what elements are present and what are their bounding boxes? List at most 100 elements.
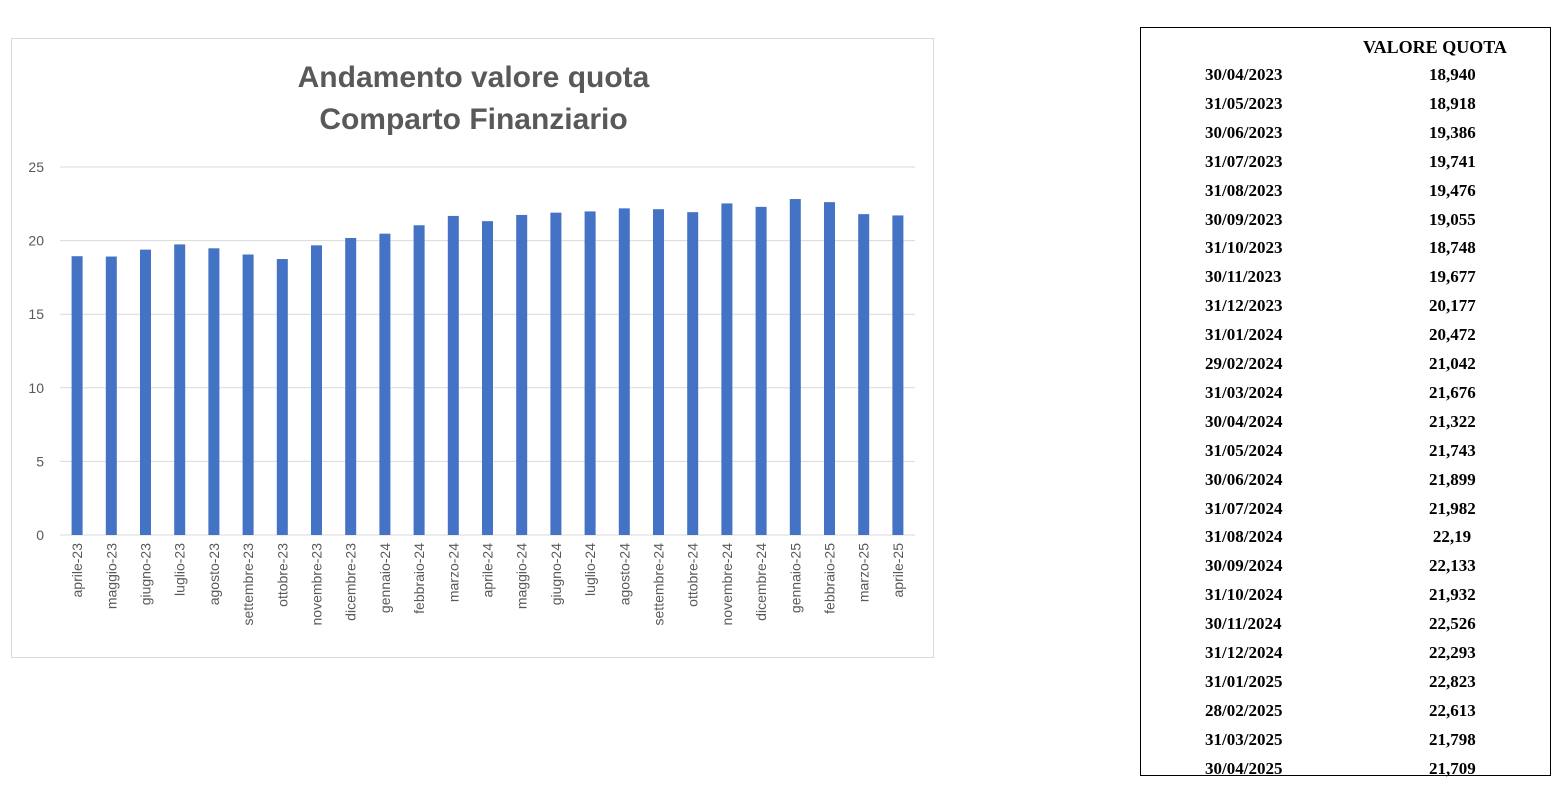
- bar-maggio-23: [105, 256, 117, 535]
- row-date: 30/11/2023: [1205, 267, 1282, 287]
- row-value: 21,676: [1429, 382, 1476, 402]
- row-date: 30/04/2025: [1205, 758, 1283, 778]
- row-date: 31/01/2025: [1205, 671, 1283, 691]
- row-value: 21,798: [1429, 729, 1476, 749]
- x-tick-label: marzo-24: [445, 543, 461, 602]
- row-value: 18,748: [1429, 238, 1476, 258]
- table-header: VALORE QUOTA: [1363, 37, 1507, 57]
- row-date: 31/07/2024: [1205, 498, 1283, 518]
- table-row: 31/03/2025 21,798: [1141, 730, 1550, 759]
- table-row: 30/09/2023 19,055: [1141, 210, 1550, 239]
- x-tick-label: marzo-25: [856, 543, 872, 602]
- table-row: 31/05/2024 21,743: [1141, 441, 1550, 470]
- row-date: 30/09/2023: [1205, 209, 1283, 229]
- row-date: 31/03/2024: [1205, 382, 1283, 402]
- table-row: 31/07/2024 21,982: [1141, 499, 1550, 528]
- row-date: 31/07/2023: [1205, 151, 1283, 171]
- row-date: 31/05/2023: [1205, 93, 1283, 113]
- table-row: 31/01/2025 22,823: [1141, 672, 1550, 701]
- bar-maggio-24: [516, 214, 528, 535]
- table-row: 30/06/2024 21,899: [1141, 470, 1550, 499]
- row-date: 31/05/2024: [1205, 440, 1283, 460]
- bar-settembre-24: [653, 209, 664, 535]
- x-tick-label: ottobre-23: [274, 543, 290, 607]
- x-tick-label: agosto-23: [206, 543, 222, 605]
- x-tick-label: aprile-24: [480, 543, 496, 598]
- table-row: 31/07/2023 19,741: [1141, 152, 1550, 181]
- row-value: 18,918: [1429, 93, 1476, 113]
- row-date: 28/02/2025: [1205, 700, 1283, 720]
- row-value: 22,19: [1432, 527, 1472, 547]
- x-tick-label: maggio-23: [103, 543, 119, 609]
- bar-ottobre-23: [276, 259, 288, 535]
- bar-chart: 0 5 10 15 20 25 aprile-23 maggio-23 giugno-23 lug…: [28, 159, 915, 626]
- row-date: 30/11/2024: [1205, 614, 1282, 634]
- y-tick-label: 20: [28, 233, 44, 249]
- bar-aprile-25: [892, 215, 904, 535]
- row-value: 19,741: [1429, 151, 1476, 171]
- x-tick-label: dicembre-23: [343, 543, 359, 621]
- quota-table: VALORE QUOTA 30/04/2023 18,940 31/05/2023 1…: [1140, 27, 1551, 778]
- x-tick-label: giugno-24: [548, 543, 564, 605]
- bar-aprile-24: [482, 221, 493, 535]
- row-value: 18,940: [1429, 65, 1476, 84]
- row-value: 22,823: [1429, 671, 1476, 691]
- row-date: 30/06/2024: [1205, 469, 1283, 489]
- row-date: 31/08/2024: [1205, 527, 1283, 547]
- y-tick-label: 15: [28, 306, 44, 322]
- x-tick-label: gennaio-25: [787, 543, 803, 613]
- chart-title: Andamento valore quota Comparto Finanzia…: [297, 61, 650, 136]
- table-row: 31/10/2024 21,932: [1141, 585, 1550, 614]
- bar-gennaio-25: [789, 199, 801, 535]
- row-date: 31/03/2025: [1205, 729, 1283, 749]
- row-value: 22,133: [1429, 556, 1476, 576]
- y-tick-label: 0: [36, 527, 44, 543]
- row-value: 21,899: [1429, 469, 1476, 489]
- row-value: 21,322: [1429, 411, 1476, 431]
- x-tick-label: febbraio-24: [411, 543, 427, 614]
- table-row: 31/12/2023 20,177: [1141, 296, 1550, 325]
- row-date: 31/12/2024: [1205, 643, 1283, 662]
- row-value: 21,709: [1429, 758, 1476, 778]
- x-tick-label: gennaio-24: [377, 543, 393, 613]
- table-row: 31/03/2024 21,676: [1141, 383, 1550, 412]
- x-tick-label: agosto-24: [616, 543, 632, 605]
- table-row: 30/06/2023 19,386: [1141, 123, 1550, 152]
- table-row: 30/09/2024 22,133: [1141, 556, 1550, 585]
- x-tick-label: febbraio-25: [822, 543, 838, 614]
- table-row: 31/05/2023 18,918: [1141, 94, 1550, 123]
- y-tick-label: 10: [28, 380, 44, 396]
- row-date: 29/02/2024: [1205, 354, 1283, 373]
- bar-giugno-23: [140, 249, 151, 536]
- table-row: 31/01/2024 20,472: [1141, 325, 1550, 354]
- x-tick-label: aprile-23: [69, 543, 85, 598]
- row-value: 21,743: [1429, 440, 1476, 460]
- y-tick-label: 5: [36, 453, 44, 469]
- chart-container: Andamento valore quota Comparto Finanzia…: [11, 38, 934, 658]
- row-date: 30/06/2023: [1205, 122, 1283, 142]
- row-value: 21,982: [1429, 498, 1476, 518]
- bar-ottobre-24: [687, 212, 699, 536]
- row-value: 22,293: [1429, 643, 1476, 662]
- row-value: 22,526: [1429, 614, 1476, 634]
- row-date: 31/10/2024: [1205, 585, 1283, 605]
- bar-luglio-24: [584, 211, 596, 535]
- x-tick-label: luglio-24: [582, 543, 598, 596]
- row-value: 19,476: [1429, 180, 1476, 200]
- x-tick-label: luglio-23: [172, 543, 188, 596]
- table-row: 30/04/2024 21,322: [1141, 412, 1550, 441]
- row-value: 20,177: [1429, 296, 1476, 316]
- bar-gennaio-24: [379, 233, 391, 535]
- bar-dicembre-23: [345, 237, 357, 535]
- y-tick-label: 25: [28, 159, 44, 175]
- bar-febbraio-24: [413, 225, 425, 535]
- table-row: 30/04/2023 18,940: [1141, 65, 1550, 94]
- table-row: 31/12/2024 22,293: [1141, 643, 1550, 672]
- x-tick-label: settembre-23: [240, 543, 256, 626]
- bar-novembre-24: [721, 203, 733, 535]
- row-value: 21,932: [1429, 585, 1476, 605]
- x-tick-label: maggio-24: [514, 543, 530, 609]
- table-row: 30/04/2025 21,709: [1141, 759, 1550, 788]
- row-value: 19,055: [1429, 209, 1476, 229]
- row-date: 30/09/2024: [1205, 556, 1283, 576]
